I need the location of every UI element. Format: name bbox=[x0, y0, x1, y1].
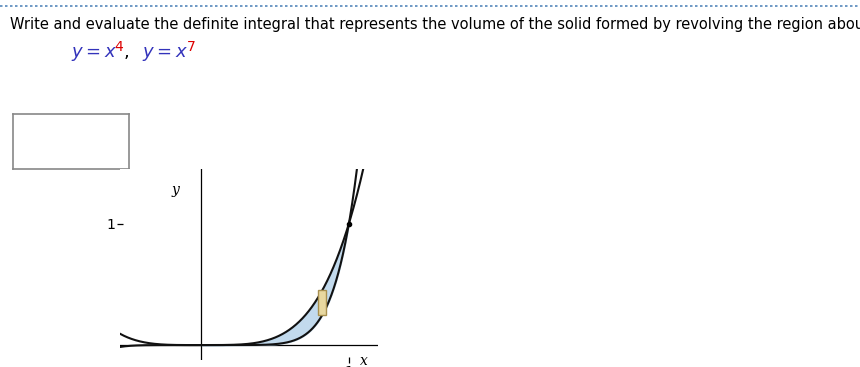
Text: y: y bbox=[171, 183, 180, 197]
Text: $\mathit{y} = \mathit{x}$: $\mathit{y} = \mathit{x}$ bbox=[71, 45, 116, 63]
Text: $4$: $4$ bbox=[114, 40, 125, 54]
Bar bbox=[318, 290, 327, 315]
Text: x: x bbox=[360, 353, 368, 367]
Text: $,$: $,$ bbox=[123, 43, 129, 61]
Text: $7$: $7$ bbox=[186, 40, 195, 54]
Text: Write and evaluate the definite integral that represents the volume of the solid: Write and evaluate the definite integral… bbox=[10, 17, 860, 32]
Text: $\mathit{y} = \mathit{x}$: $\mathit{y} = \mathit{x}$ bbox=[142, 45, 187, 63]
